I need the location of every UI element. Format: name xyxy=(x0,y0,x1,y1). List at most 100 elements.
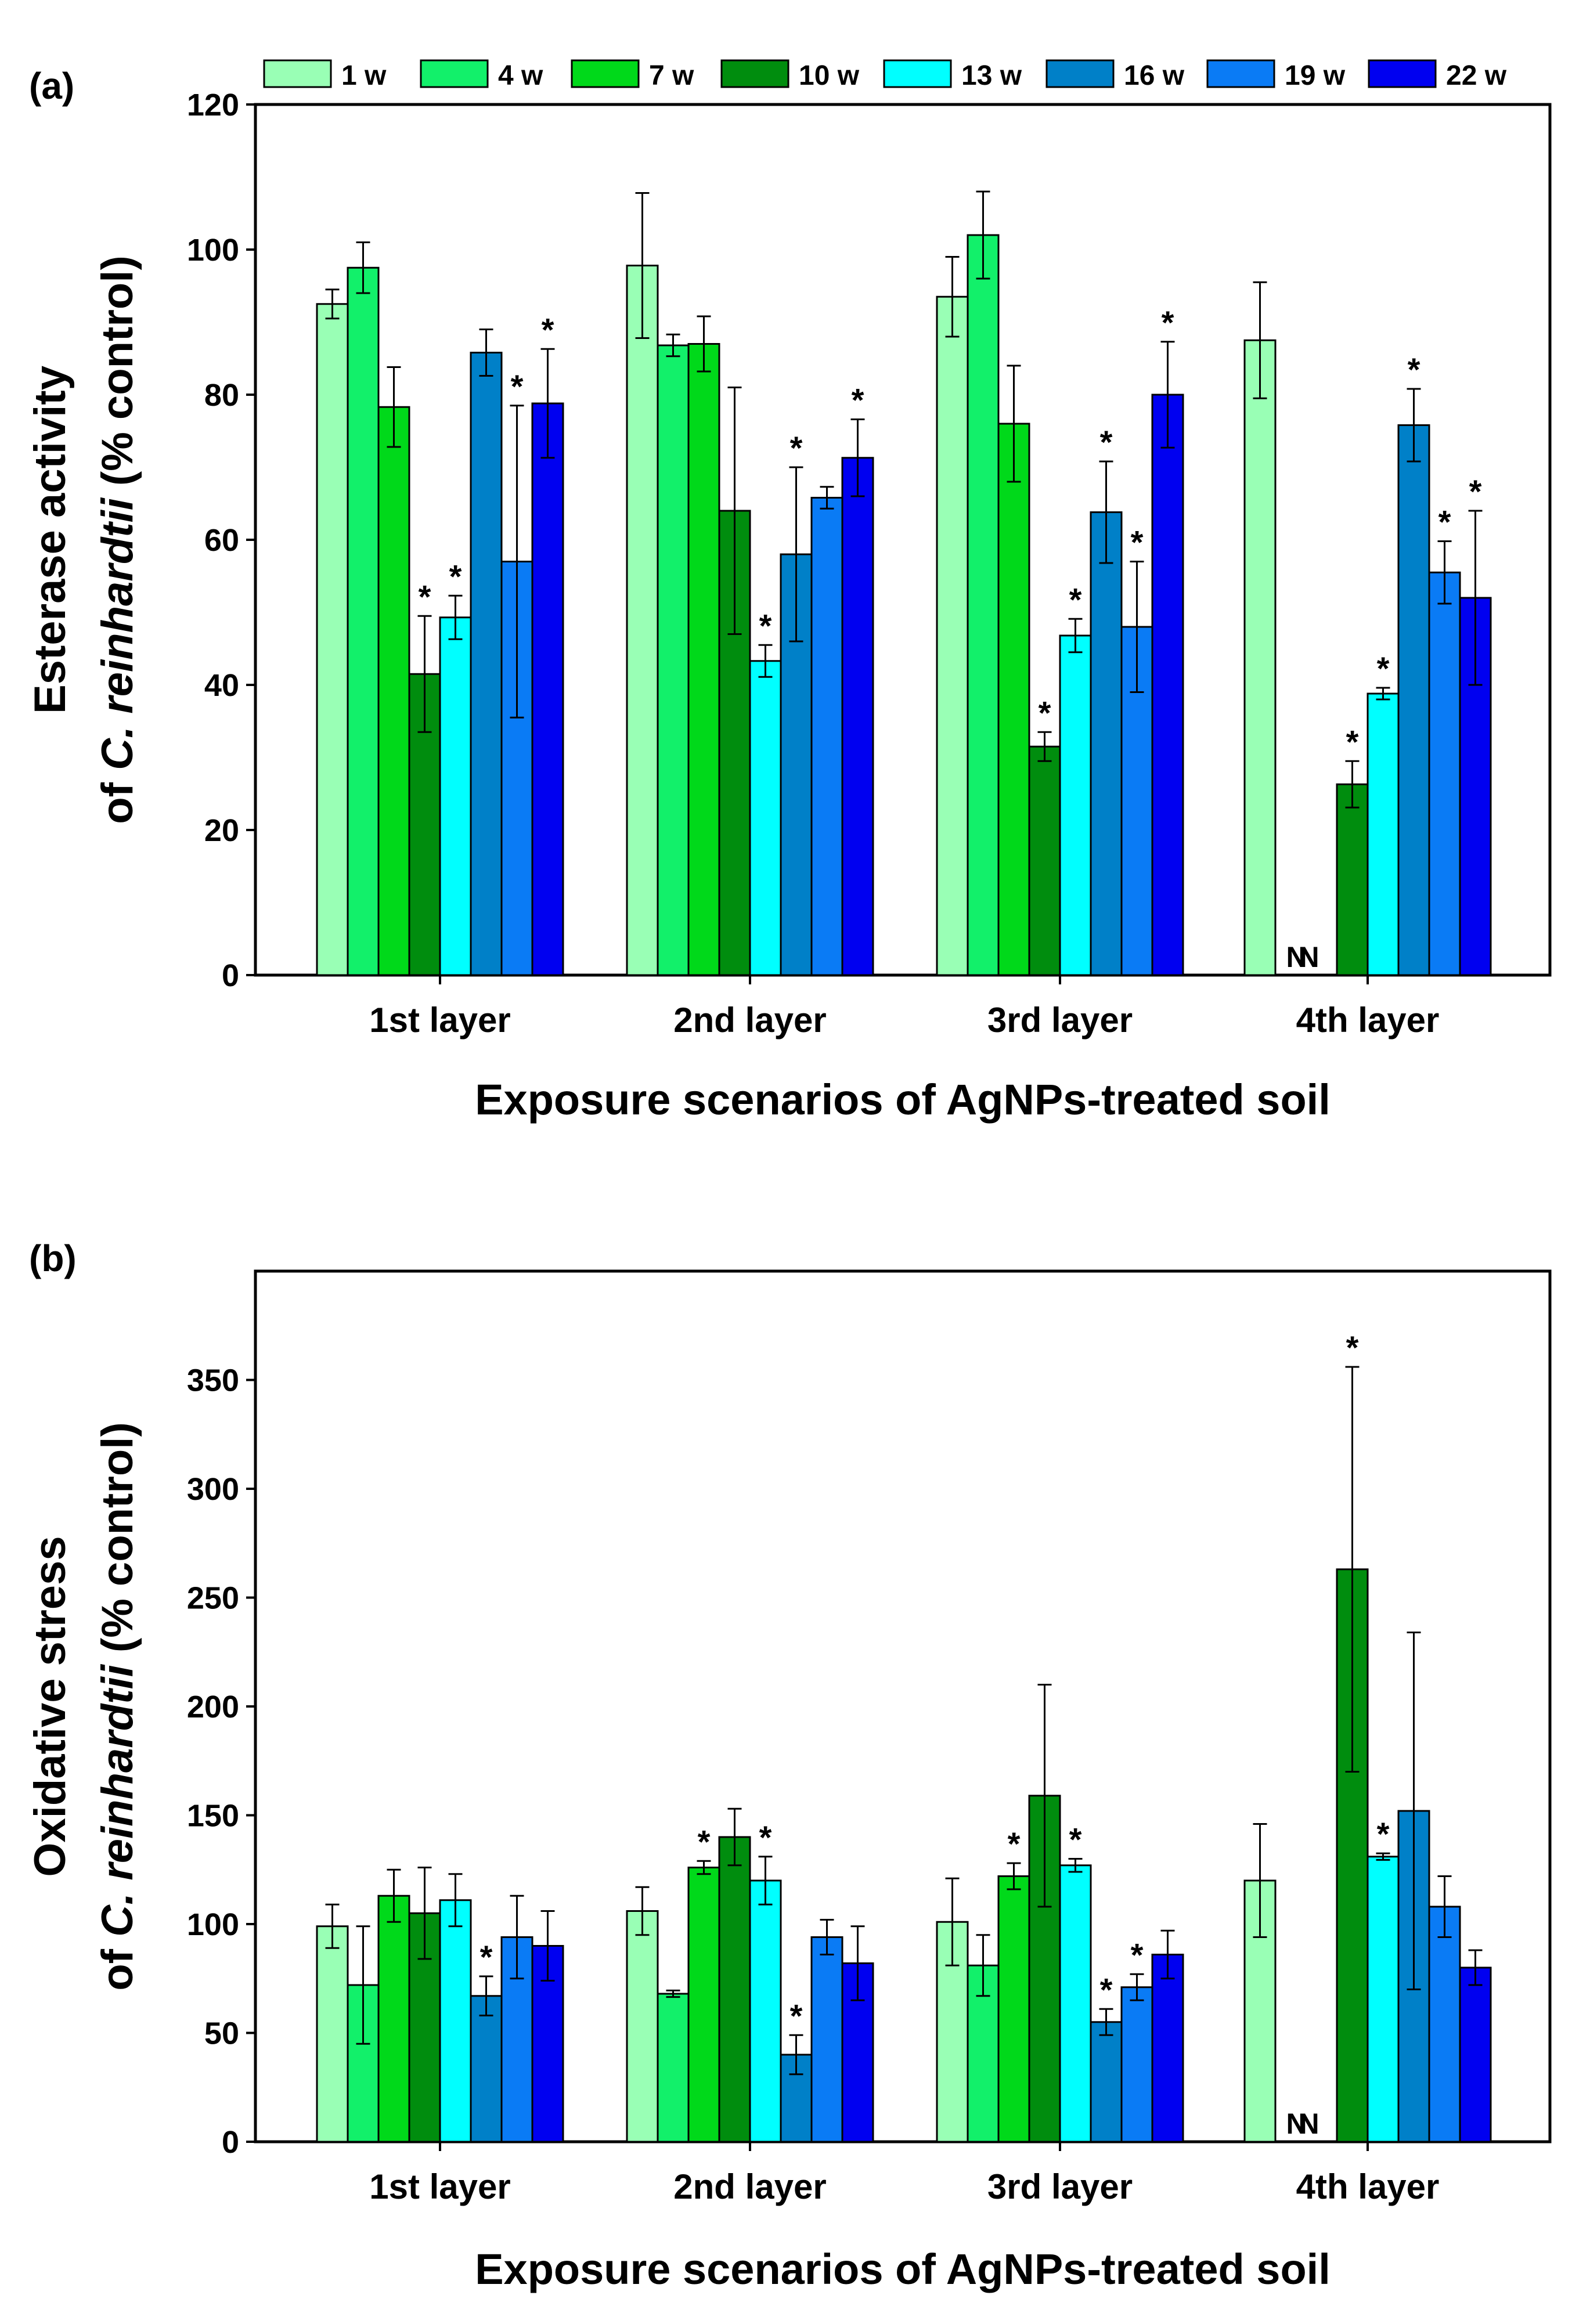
y-tick-label: 60 xyxy=(204,523,239,558)
panel-a: (a) 0 20 40 60 80 100 120 1st layer 2nd layer 3rd … xyxy=(26,65,1552,1124)
y-tick-label: 50 xyxy=(204,2016,239,2051)
y-tick-label: 150 xyxy=(187,1799,239,1834)
bar-2nd-layer-7-w xyxy=(687,315,720,976)
x-axis: 1st layer 2nd layer 3rd layer 4th layer xyxy=(369,2142,1439,2206)
y-axis-title-line2: of C. reinhardtii (% control) xyxy=(93,1422,142,1991)
bar-3rd-layer-22-w: * xyxy=(1151,304,1184,976)
bar-1st-layer-22-w: * xyxy=(531,311,564,976)
bar-2nd-layer-7-w: * xyxy=(687,1823,720,2143)
bar xyxy=(377,406,410,976)
bar xyxy=(718,1836,751,2143)
bar-2nd-layer-4-w xyxy=(657,1989,690,2143)
y-tick-label: 0 xyxy=(222,958,239,993)
bar xyxy=(439,1899,472,2143)
bar-2nd-layer-1-w xyxy=(626,192,659,976)
bar xyxy=(1028,745,1061,976)
bar xyxy=(500,561,533,976)
bar xyxy=(936,295,969,976)
legend-label: 19 w xyxy=(1285,60,1346,91)
significance-star: * xyxy=(1346,1329,1359,1366)
significance-star: * xyxy=(1069,581,1082,618)
legend-item-19-w: 19 w xyxy=(1206,59,1346,91)
bar-4th-layer-10-w: * xyxy=(1336,723,1369,976)
significance-star: * xyxy=(419,578,431,615)
y-tick-label: 40 xyxy=(204,668,239,703)
bar-3rd-layer-1-w xyxy=(936,256,969,976)
bar-1st-layer-16-w: * xyxy=(470,1939,503,2143)
y-axis-title-line2: of C. reinhardtii (% control) xyxy=(93,255,142,824)
bar-3rd-layer-19-w: * xyxy=(1120,1936,1153,2143)
significance-star: * xyxy=(1469,473,1482,510)
y-axis: 0 50 100 150 200 250 300 350 xyxy=(187,1363,255,2160)
bar xyxy=(1428,571,1461,976)
x-tick-label-2nd-layer: 2nd layer xyxy=(673,1001,826,1040)
y-tick-label: 20 xyxy=(204,813,239,848)
legend-item-7-w: 7 w xyxy=(571,59,694,91)
legend-label: 7 w xyxy=(649,60,694,91)
panel-b: (b) 0 50 100 150 200 250 300 350 1st layer 2nd lay… xyxy=(26,1237,1552,2293)
legend-label: 16 w xyxy=(1124,60,1185,91)
legend-item-13-w: 13 w xyxy=(883,59,1022,91)
bar-2nd-layer-19-w xyxy=(810,486,843,976)
bar-3rd-layer-19-w: * xyxy=(1120,524,1153,976)
y-tick-label: 350 xyxy=(187,1363,239,1398)
not-available-mark: N xyxy=(1298,2108,1319,2140)
bar-4th-layer-13-w: * xyxy=(1367,1816,1400,2143)
panel-label: (a) xyxy=(29,65,74,107)
x-tick-label-4th-layer: 4th layer xyxy=(1296,1001,1440,1040)
bar xyxy=(657,344,690,976)
bar xyxy=(687,1867,720,2143)
x-axis-title: Exposure scenarios of AgNPs-treated soil xyxy=(475,2245,1331,2293)
bar-3rd-layer-7-w: * xyxy=(997,1825,1030,2143)
x-tick-label-3rd-layer: 3rd layer xyxy=(987,1001,1133,1040)
bar-1st-layer-7-w xyxy=(377,366,410,976)
panel-label: (b) xyxy=(29,1237,77,1279)
significance-star: * xyxy=(790,1997,803,2034)
legend-label: 22 w xyxy=(1446,60,1507,91)
significance-star: * xyxy=(790,430,803,466)
bar xyxy=(316,303,349,976)
bar xyxy=(531,402,564,976)
y-tick-label: 80 xyxy=(204,378,239,413)
significance-star: * xyxy=(1131,1936,1144,1973)
significance-star: * xyxy=(1069,1821,1082,1858)
bar xyxy=(997,423,1030,976)
legend-item-22-w: 22 w xyxy=(1368,59,1507,91)
bar-4th-layer-22-w xyxy=(1459,1949,1492,2143)
significance-star: * xyxy=(542,311,554,348)
bar-1st-layer-13-w: * xyxy=(439,558,472,976)
bar-1st-layer-10-w xyxy=(408,1867,441,2143)
bar xyxy=(1059,1864,1092,2143)
bar-3rd-layer-13-w: * xyxy=(1059,581,1092,976)
bar xyxy=(1428,1906,1461,2143)
y-axis-title-suffix: (% control) xyxy=(93,1422,142,1665)
significance-star: * xyxy=(480,1939,493,1975)
bar-1st-layer-16-w xyxy=(470,329,503,976)
legend-label: 1 w xyxy=(341,60,387,91)
bar-1st-layer-13-w xyxy=(439,1873,472,2143)
bar xyxy=(1397,424,1430,976)
y-axis-title-suffix: (% control) xyxy=(93,255,142,498)
legend-swatch xyxy=(1045,59,1115,88)
significance-star: * xyxy=(1162,304,1174,341)
bar-2nd-layer-19-w xyxy=(810,1919,843,2143)
bar xyxy=(749,1879,782,2143)
legend-label: 4 w xyxy=(498,60,543,91)
bar xyxy=(1367,692,1400,976)
bar-1st-layer-19-w: * xyxy=(500,368,533,976)
bar-2nd-layer-22-w: * xyxy=(841,382,874,976)
legend-swatch xyxy=(720,59,789,88)
significance-star: * xyxy=(759,607,772,644)
y-tick-label: 300 xyxy=(187,1472,239,1507)
significance-star: * xyxy=(698,1823,711,1860)
bar-4th-layer-22-w: * xyxy=(1459,473,1492,976)
legend-swatch xyxy=(883,59,952,88)
significance-star: * xyxy=(759,1819,772,1856)
significance-star: * xyxy=(1131,524,1144,561)
not-available-mark: N xyxy=(1286,2108,1307,2140)
x-axis: 1st layer 2nd layer 3rd layer 4th layer xyxy=(369,975,1439,1040)
bars: * * * * * * * * * * * * * * * * * xyxy=(316,190,1492,976)
y-tick-label: 200 xyxy=(187,1690,239,1724)
bar-4th-layer-1-w xyxy=(1243,281,1277,976)
